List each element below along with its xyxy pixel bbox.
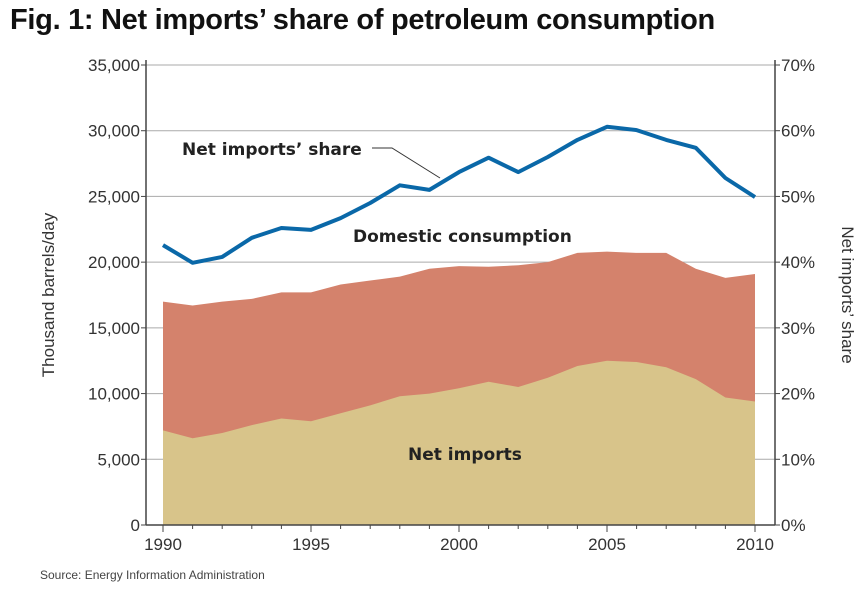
y-tick-label: 35,000 <box>88 56 140 75</box>
x-tick-label: 2000 <box>440 535 478 554</box>
x-tick-label: 1990 <box>144 535 182 554</box>
y2-tick-label: 0% <box>781 516 806 535</box>
y2-tick-label: 20% <box>781 385 815 404</box>
leader-line <box>372 147 441 179</box>
y2-tick-label: 60% <box>781 122 815 141</box>
y-tick-label: 15,000 <box>88 319 140 338</box>
y2-axis-label: Net imports’ share <box>838 226 857 363</box>
y2-tick-label: 40% <box>781 253 815 272</box>
series-label-net-imports-share: Net imports’ share <box>182 140 362 160</box>
x-tick-label: 2005 <box>588 535 626 554</box>
x-tick-label: 1995 <box>292 535 330 554</box>
y-tick-label: 5,000 <box>97 450 140 469</box>
y2-tick-label: 10% <box>781 450 815 469</box>
y-tick-label: 25,000 <box>88 187 140 206</box>
chart-title: Fig. 1: Net imports’ share of petroleum … <box>10 4 715 36</box>
y-tick-label: 10,000 <box>88 385 140 404</box>
y2-tick-label: 50% <box>781 187 815 206</box>
y2-tick-label: 30% <box>781 319 815 338</box>
y-axis-label: Thousand barrels/day <box>39 212 58 377</box>
series-label-net-imports: Net imports <box>408 445 522 465</box>
y-tick-label: 0 <box>131 516 140 535</box>
y2-tick-label: 70% <box>781 56 815 75</box>
y-tick-label: 30,000 <box>88 122 140 141</box>
y-tick-label: 20,000 <box>88 253 140 272</box>
area-net-imports <box>163 360 755 525</box>
series-label-domestic-consumption: Domestic consumption <box>353 227 572 247</box>
x-tick-label: 2010 <box>736 535 774 554</box>
source-note: Source: Energy Information Administratio… <box>40 568 265 582</box>
